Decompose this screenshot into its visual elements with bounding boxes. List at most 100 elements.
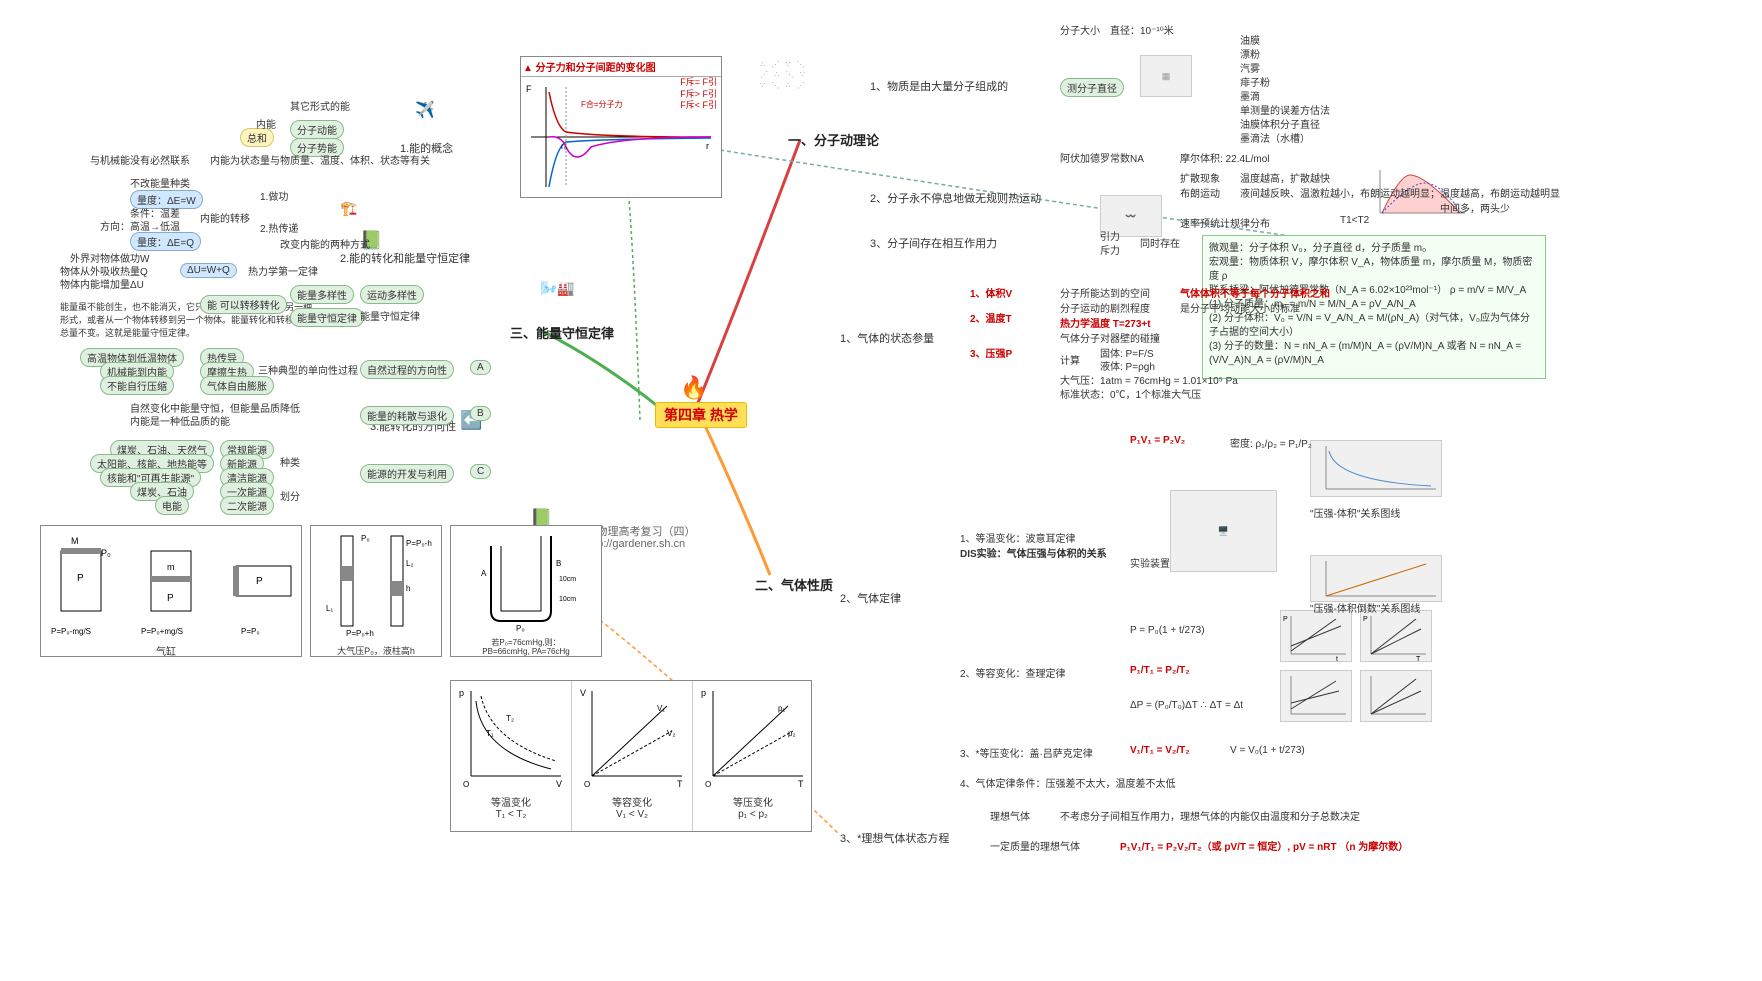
sub-node: 3、分子间存在相互作用力: [870, 235, 997, 251]
svg-text:P=P₀: P=P₀: [241, 627, 260, 636]
chart-label-lt: F斥< F引: [680, 100, 717, 112]
node-text: 量度：ΔE=Q: [130, 232, 201, 251]
pv-graphs: p V T₁ T₂ O 等温变化 T₁ < T₂ V T V₁ V₂ O 等容变…: [450, 680, 812, 832]
node-text: 漂粉: [1240, 46, 1260, 61]
svg-text:V₂: V₂: [667, 729, 675, 738]
graph-p1v-small: [1310, 555, 1442, 602]
pvg1-sub: T₁ < T₂: [451, 809, 571, 820]
node-text: 速率预统计规律分布: [1180, 215, 1270, 230]
svg-text:V: V: [580, 688, 586, 698]
node-text: A: [470, 360, 491, 375]
node-text: 液体: P=ρgh: [1100, 358, 1155, 373]
node-text: 2、等容变化：查理定律: [960, 665, 1066, 680]
branch3-title: 三、能量守恒定律: [510, 323, 614, 342]
node-text: 1、等温变化：波意耳定律: [960, 530, 1076, 545]
node-text: 一定质量的理想气体: [990, 838, 1080, 853]
svg-text:P₀: P₀: [361, 534, 370, 543]
node-text: 布朗运动: [1180, 185, 1220, 200]
svg-text:h: h: [406, 584, 410, 593]
node-text: 1.做功: [260, 188, 288, 203]
node-text: 电能: [155, 496, 189, 515]
node-text: 斥力: [1100, 242, 1120, 257]
node-text: 方向：高温→低温: [100, 218, 180, 233]
sub-node: 2、气体定律: [840, 590, 901, 606]
node-text: 3、*等压变化：盖·吕萨克定律: [960, 745, 1093, 760]
node-text: 与机械能没有必然联系: [90, 152, 190, 167]
node-text: ΔU=W+Q: [180, 263, 237, 278]
piston-diagrams: P M P₀ P=P₀-mg/S P m P=P₀+mg/S P P=P₀ 气缸: [40, 525, 302, 657]
node-text: 单测量的误差方估法: [1240, 102, 1330, 117]
node-text: 理想气体: [990, 808, 1030, 823]
chart-label-eq: F斥= F引: [680, 77, 717, 89]
svg-text:T₂: T₂: [506, 714, 514, 723]
svg-text:P: P: [256, 576, 263, 587]
node-text: 3、压强P: [970, 345, 1012, 360]
fb-line-1: 宏观量：物质体积 V，摩尔体积 V_A，物体质量 m，摩尔质量 M，物质密度 ρ: [1209, 256, 1539, 284]
node-text: 2、温度T: [970, 310, 1012, 325]
chart-label-gt: F斥> F引: [680, 89, 717, 101]
svg-text:r₀: r₀: [561, 142, 567, 151]
center-node: 第四章 热学: [655, 402, 747, 428]
node-text: 扩散现象: [1180, 170, 1220, 185]
node-text: 分子所能达到的空间: [1060, 285, 1150, 300]
node-text: P₁/T₁ = P₂/T₂: [1130, 665, 1190, 676]
svg-text:P: P: [1283, 616, 1288, 623]
svg-text:T: T: [677, 779, 683, 789]
node-text: 能 可以转移转化: [200, 295, 287, 314]
windmill-icon: 🌬️🏭: [540, 280, 575, 297]
node-text: 分子运动的剧烈程度: [1060, 300, 1150, 315]
branch2-title: 二、气体性质: [755, 575, 833, 594]
pvg3-sub: p₁ < p₂: [693, 809, 813, 820]
node-text: 2.热传递: [260, 220, 298, 235]
graph-pt1: Pt: [1280, 610, 1352, 662]
fire-icon: 🔥: [680, 375, 707, 401]
sub-node: 3、*理想气体状态方程: [840, 830, 949, 846]
graph-pt2: [1280, 670, 1352, 722]
node-text: ΔP = (P₀/T₀)ΔT ∴ ΔT = Δt: [1130, 700, 1243, 711]
molecules-icon: ∴ ⋰ ∵ ⋱⋰ ∴ ⋱ ∵∵ ⋱ ∴ ⋰: [760, 60, 850, 120]
node-text: 三种典型的单向性过程: [258, 362, 358, 377]
node-text: 实验装置: [1130, 555, 1170, 570]
node-text: 痱子粉: [1240, 74, 1270, 89]
utube-diagram: A B 10cm 10cm P₀ 若P₀=76cmHg,则： PB=66cmHg…: [450, 525, 602, 657]
node-text: 阿伏加德罗常数NA: [1060, 150, 1144, 165]
svg-text:p₂: p₂: [788, 729, 796, 738]
node-text: 内能: [256, 116, 276, 131]
sub-node: 2、分子永不停息地做无规则热运动: [870, 190, 1041, 206]
svg-text:T₁: T₁: [486, 729, 494, 738]
tube-note: 大气压P₀，液柱高h: [311, 644, 441, 657]
svg-text:P=P₀+h: P=P₀+h: [346, 629, 374, 638]
node-text: 温度越高，扩散越快: [1240, 170, 1330, 185]
sub-node: 1、气体的状态参量: [840, 330, 934, 346]
node-text: 引力: [1100, 228, 1120, 243]
node-text: 密度: ρ₁/ρ₂ = P₁/P₂: [1230, 435, 1312, 450]
node-text: B: [470, 406, 491, 421]
node-text: 油膜体积分子直径: [1240, 116, 1320, 131]
node-text: 墨滴: [1240, 88, 1260, 103]
svg-text:P: P: [1363, 616, 1368, 623]
node-text: 测分子直径: [1060, 78, 1124, 97]
node-text: V₁/T₁ = V₂/T₂: [1130, 745, 1190, 756]
node-text: 摩尔体积: 22.4L/mol: [1180, 150, 1269, 165]
node-text: 内能是一种低品质的能: [130, 413, 230, 428]
svg-text:F合=分子力: F合=分子力: [581, 99, 623, 109]
node-text: 液间越反映、温激粒越小，布朗运动越明显；温度越高，布朗运动越明显: [1240, 185, 1560, 200]
svg-text:t: t: [1336, 656, 1338, 661]
computer-image: 🖥️: [1170, 490, 1277, 572]
svg-text:P=P₀+mg/S: P=P₀+mg/S: [141, 627, 183, 636]
node-text: 能量的耗散与退化: [360, 406, 454, 425]
node-text: C: [470, 464, 491, 479]
graph-pT1: PT: [1360, 610, 1432, 662]
node-text: 气体自由膨胀: [200, 376, 274, 395]
svg-text:O: O: [705, 780, 711, 789]
sub-node: 2.能的转化和能量守恒定律: [340, 250, 470, 266]
svg-text:r: r: [706, 141, 709, 151]
pvg2-sub: V₁ < V₂: [572, 809, 692, 820]
node-text: T1<T2: [1340, 215, 1369, 226]
branch1-title: 一、分子动理论: [788, 130, 879, 149]
node-text: 热力学温度 T=273+t: [1060, 315, 1151, 330]
node-text: 不能自行压缩: [100, 376, 174, 395]
graph-pT2: [1360, 670, 1432, 722]
fb-line-4: (2) 分子体积：V₀ = V/N = V_A/N_A = M/(ρN_A)（对…: [1209, 312, 1539, 340]
node-text: "压强-体积倒数"关系图线: [1310, 600, 1420, 615]
